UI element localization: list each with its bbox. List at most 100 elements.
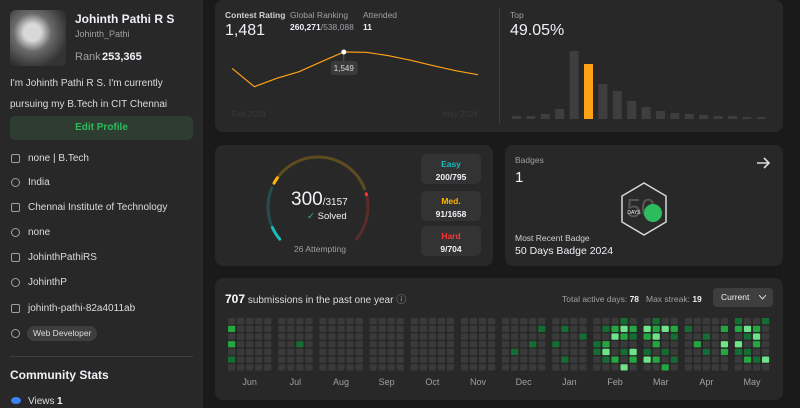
activity-cell <box>278 325 286 332</box>
detail: johinth-pathi-82a4011ab <box>28 303 136 314</box>
activity-cell <box>570 341 578 348</box>
activity-cell <box>396 356 404 363</box>
histogram-bar <box>699 115 709 119</box>
activity-cell <box>579 318 587 325</box>
activity-cell <box>255 348 263 356</box>
activity-cell <box>278 348 286 356</box>
activity-cell <box>593 356 601 363</box>
activity-cell <box>446 341 455 348</box>
activity-cell <box>611 348 619 356</box>
activity-cell <box>670 333 678 340</box>
activity-cell <box>702 348 710 356</box>
edit-profile-button[interactable]: Edit Profile <box>10 116 193 140</box>
activity-cell <box>743 325 752 332</box>
check-icon: ✓ <box>307 211 315 222</box>
activity-cell <box>296 341 304 348</box>
activity-cell <box>264 348 272 356</box>
activity-cell <box>319 348 327 356</box>
activity-cell <box>561 356 569 363</box>
activity-cell <box>346 341 354 348</box>
gauge-solved <box>270 226 282 241</box>
activity-cell <box>643 356 651 363</box>
activity-cell <box>620 348 628 356</box>
activity-cell <box>337 364 345 371</box>
activity-cell <box>643 364 651 371</box>
arrow-icon[interactable] <box>755 155 771 171</box>
activity-cell <box>237 356 245 363</box>
activity-cell <box>469 356 478 363</box>
activity-cell <box>502 341 510 348</box>
activity-cell <box>693 325 701 332</box>
level-value: 200/795 <box>435 172 467 182</box>
activity-cell <box>652 333 660 340</box>
activity-cell <box>629 356 637 363</box>
activity-cell <box>437 341 446 348</box>
activity-cell <box>661 325 669 332</box>
activity-cell <box>446 318 455 325</box>
badge-text: DAYS <box>627 210 641 216</box>
histogram-bar <box>641 107 651 119</box>
activity-cell <box>469 348 478 356</box>
active-days-label: Total active days: <box>562 294 628 304</box>
activity-cell <box>264 333 272 340</box>
activity-cell <box>611 325 619 332</box>
activity-cell <box>319 356 327 363</box>
avatar <box>10 10 66 66</box>
activity-cell <box>337 348 345 356</box>
activity-cell <box>611 333 619 340</box>
activity-cell <box>287 325 295 332</box>
activity-cell <box>237 333 245 340</box>
activity-cell <box>355 318 363 325</box>
activity-cell <box>643 318 651 325</box>
activity-cell <box>684 341 692 348</box>
activity-cell <box>460 356 469 363</box>
tag-icon <box>11 329 20 338</box>
activity-cell <box>278 333 286 340</box>
activity-cell <box>328 325 336 332</box>
activity-cell <box>378 341 386 348</box>
activity-cell <box>502 333 510 340</box>
activity-cell <box>702 356 710 363</box>
activity-cell <box>629 325 637 332</box>
activity-cell <box>296 364 304 371</box>
activity-cell <box>593 364 601 371</box>
activity-cell <box>684 333 692 340</box>
activity-cell <box>711 348 720 356</box>
dropdown[interactable]: Current <box>713 288 773 307</box>
detail-icon <box>11 304 20 313</box>
activity-cell <box>561 341 569 348</box>
activity-cell <box>570 364 578 371</box>
activity-cell <box>684 356 692 363</box>
activity-cell <box>752 364 761 371</box>
activity-cell <box>305 318 313 325</box>
activity-cell <box>378 348 386 356</box>
activity-cell <box>410 325 418 332</box>
activity-cell <box>743 333 752 340</box>
activity-cell <box>287 348 295 356</box>
activity-cell <box>620 364 628 371</box>
attended-label: Attended <box>363 10 398 20</box>
activity-cell <box>520 356 528 363</box>
activity-cell <box>346 356 354 363</box>
activity-cell <box>743 348 752 356</box>
activity-cell <box>478 333 487 340</box>
activity-cell <box>437 333 446 340</box>
rating: 1,481 <box>225 22 266 39</box>
name: Johinth Pathi R S <box>75 12 175 26</box>
activity-cell <box>346 333 354 340</box>
activity-cell <box>337 318 345 325</box>
activity-cell <box>328 348 336 356</box>
histogram-bar <box>713 116 723 119</box>
activity-cell <box>511 341 519 348</box>
activity-cell <box>579 341 587 348</box>
activity-cell <box>661 348 669 356</box>
level-value: 91/1658 <box>435 209 467 219</box>
activity-cell <box>355 333 363 340</box>
solved: 300 <box>291 189 323 210</box>
activity-cell <box>761 325 770 332</box>
activity-cell <box>761 356 770 363</box>
activity-cell <box>538 318 546 325</box>
activity-cell <box>720 348 729 356</box>
activity-cell <box>752 341 761 348</box>
